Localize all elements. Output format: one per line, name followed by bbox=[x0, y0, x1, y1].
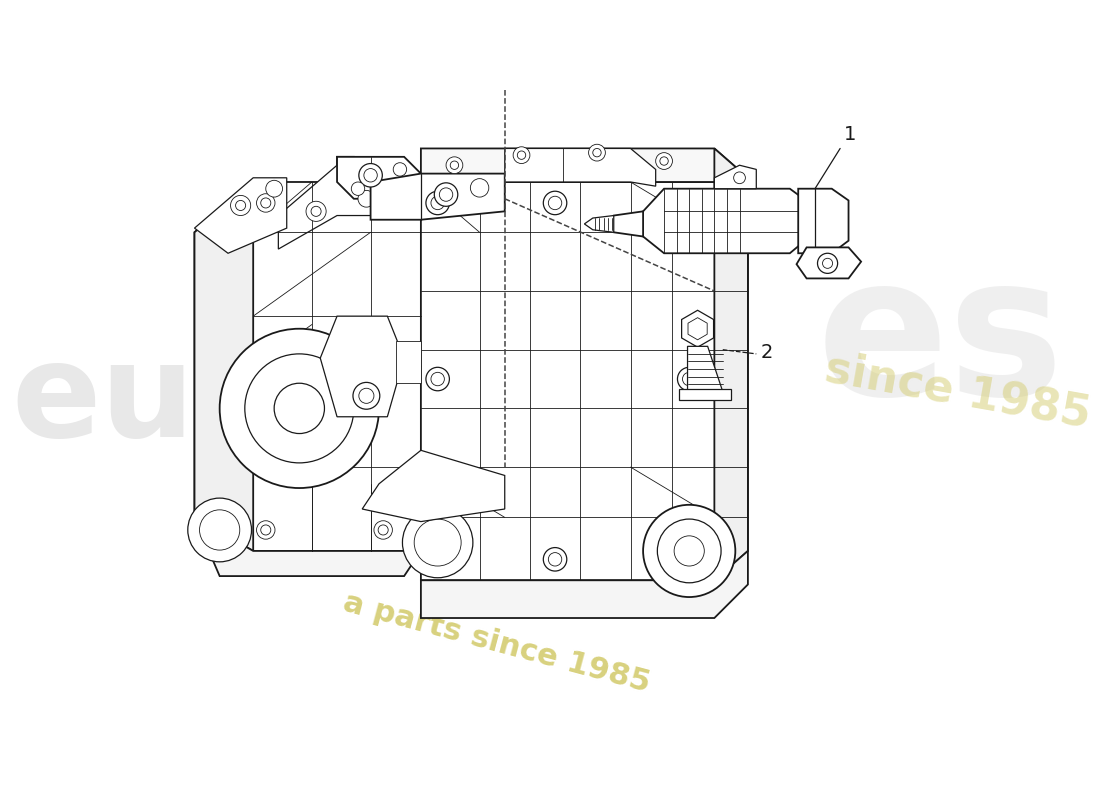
Circle shape bbox=[359, 163, 383, 187]
Polygon shape bbox=[396, 342, 421, 383]
Circle shape bbox=[593, 149, 602, 157]
Circle shape bbox=[817, 254, 837, 274]
Circle shape bbox=[199, 510, 240, 550]
Circle shape bbox=[446, 157, 463, 174]
Circle shape bbox=[682, 372, 696, 386]
Polygon shape bbox=[421, 551, 748, 618]
Circle shape bbox=[231, 195, 251, 215]
Polygon shape bbox=[337, 157, 354, 198]
Circle shape bbox=[678, 191, 701, 214]
Polygon shape bbox=[362, 450, 505, 522]
Circle shape bbox=[734, 172, 746, 184]
Circle shape bbox=[393, 162, 407, 176]
Polygon shape bbox=[679, 389, 732, 400]
Circle shape bbox=[823, 258, 833, 268]
Circle shape bbox=[426, 367, 450, 390]
Circle shape bbox=[431, 196, 444, 210]
Circle shape bbox=[674, 536, 704, 566]
Circle shape bbox=[678, 367, 701, 390]
Circle shape bbox=[548, 196, 562, 210]
Polygon shape bbox=[714, 149, 748, 580]
Circle shape bbox=[403, 507, 473, 578]
Circle shape bbox=[353, 382, 380, 410]
Circle shape bbox=[660, 157, 668, 166]
Polygon shape bbox=[799, 189, 848, 254]
Circle shape bbox=[256, 521, 275, 539]
Polygon shape bbox=[278, 166, 421, 249]
Circle shape bbox=[415, 519, 461, 566]
Polygon shape bbox=[604, 211, 644, 237]
Circle shape bbox=[266, 180, 283, 197]
Circle shape bbox=[364, 169, 377, 182]
Circle shape bbox=[431, 553, 444, 566]
Polygon shape bbox=[688, 346, 723, 392]
Polygon shape bbox=[584, 215, 614, 232]
Polygon shape bbox=[421, 149, 748, 211]
Circle shape bbox=[658, 519, 722, 582]
Text: a parts since 1985: a parts since 1985 bbox=[340, 588, 653, 698]
Polygon shape bbox=[320, 316, 404, 417]
Polygon shape bbox=[505, 149, 656, 186]
Circle shape bbox=[450, 161, 459, 170]
Circle shape bbox=[188, 498, 252, 562]
Circle shape bbox=[374, 186, 393, 204]
Polygon shape bbox=[644, 189, 815, 254]
Circle shape bbox=[358, 190, 375, 207]
Polygon shape bbox=[195, 182, 253, 551]
Circle shape bbox=[682, 553, 696, 566]
Circle shape bbox=[378, 525, 388, 535]
Circle shape bbox=[431, 372, 444, 386]
Circle shape bbox=[682, 196, 696, 210]
Circle shape bbox=[543, 191, 566, 214]
Circle shape bbox=[426, 191, 450, 214]
Circle shape bbox=[220, 329, 380, 488]
Polygon shape bbox=[688, 318, 707, 340]
Circle shape bbox=[517, 151, 526, 159]
Circle shape bbox=[656, 153, 672, 170]
Circle shape bbox=[261, 198, 271, 208]
Circle shape bbox=[439, 188, 453, 202]
Text: 2: 2 bbox=[760, 342, 773, 362]
Polygon shape bbox=[195, 178, 287, 254]
Circle shape bbox=[543, 547, 566, 571]
Polygon shape bbox=[714, 166, 757, 189]
Polygon shape bbox=[337, 157, 421, 198]
Polygon shape bbox=[371, 174, 505, 220]
Circle shape bbox=[351, 182, 365, 195]
Circle shape bbox=[306, 202, 326, 222]
Circle shape bbox=[256, 194, 275, 212]
Circle shape bbox=[471, 178, 488, 197]
Circle shape bbox=[359, 388, 374, 403]
Polygon shape bbox=[682, 310, 714, 347]
Text: since 1985: since 1985 bbox=[822, 347, 1093, 436]
Circle shape bbox=[426, 547, 450, 571]
Circle shape bbox=[274, 383, 324, 434]
Circle shape bbox=[548, 553, 562, 566]
Circle shape bbox=[311, 206, 321, 216]
Polygon shape bbox=[195, 518, 421, 576]
Circle shape bbox=[513, 146, 530, 163]
Circle shape bbox=[588, 144, 605, 161]
Circle shape bbox=[235, 201, 245, 210]
Polygon shape bbox=[195, 182, 421, 551]
Circle shape bbox=[644, 505, 735, 597]
Polygon shape bbox=[796, 247, 861, 278]
Circle shape bbox=[245, 354, 354, 463]
Circle shape bbox=[678, 547, 701, 571]
Circle shape bbox=[434, 183, 458, 206]
Text: es: es bbox=[817, 247, 1065, 435]
Text: 1: 1 bbox=[845, 126, 857, 144]
Circle shape bbox=[261, 525, 271, 535]
Circle shape bbox=[378, 190, 388, 199]
Text: europes: europes bbox=[11, 337, 613, 463]
Circle shape bbox=[374, 521, 393, 539]
Polygon shape bbox=[421, 182, 748, 580]
